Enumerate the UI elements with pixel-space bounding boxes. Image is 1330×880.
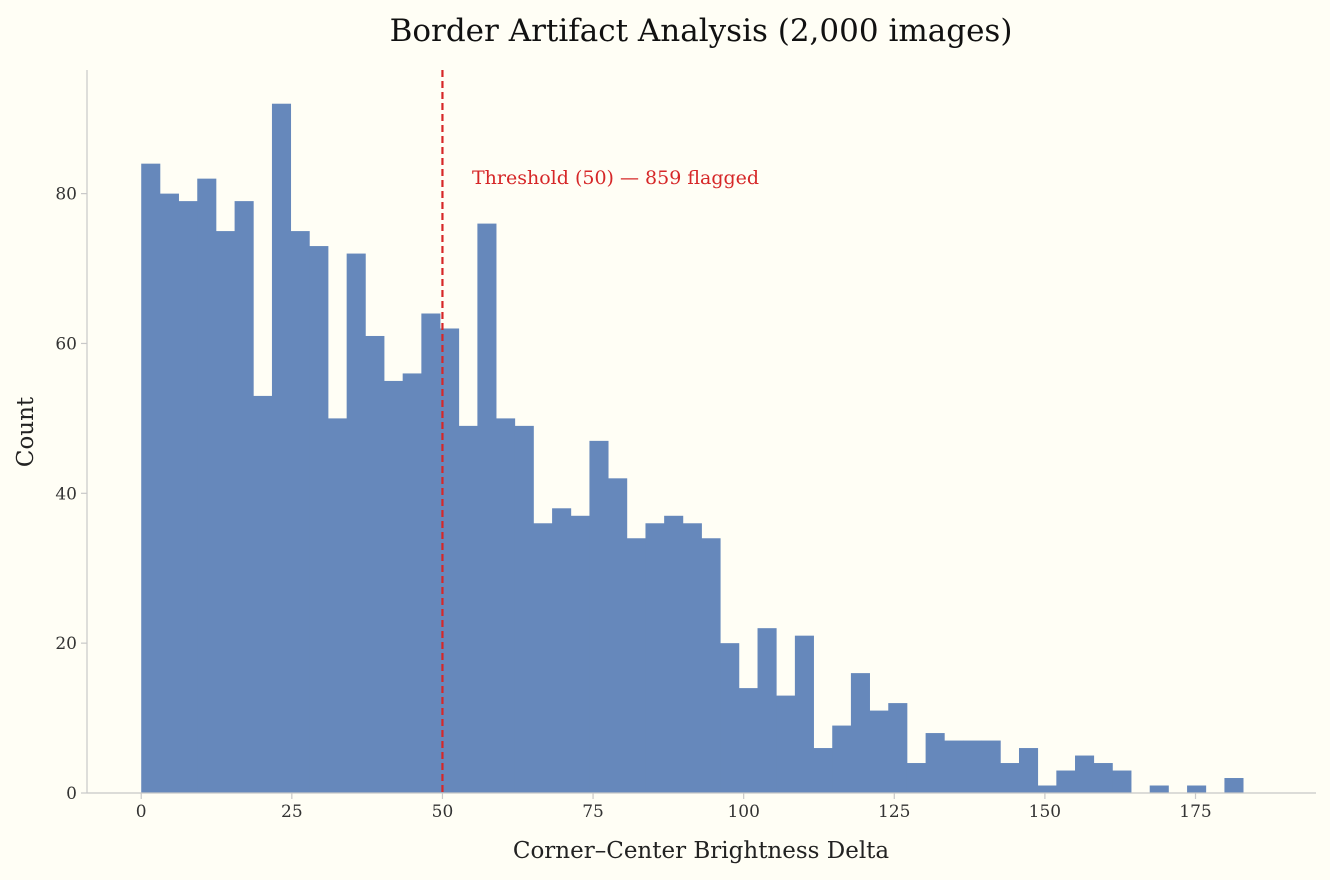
histogram-bar bbox=[869, 710, 889, 793]
y-tick-label: 60 bbox=[55, 334, 77, 354]
histogram-bar bbox=[440, 328, 460, 793]
y-tick-label: 40 bbox=[55, 484, 77, 504]
y-ticks-group: 0 20 40 60 80 bbox=[55, 185, 87, 804]
histogram-bar bbox=[309, 246, 329, 793]
chart-title: Border Artifact Analysis (2,000 images) bbox=[390, 13, 1013, 49]
histogram-bar bbox=[645, 523, 665, 793]
histogram-bar bbox=[944, 740, 964, 793]
histogram-bar bbox=[552, 508, 572, 793]
y-axis-label: Count bbox=[13, 396, 39, 467]
x-tick-label: 25 bbox=[281, 802, 303, 822]
x-tick-label: 0 bbox=[136, 802, 147, 822]
histogram-bar bbox=[271, 103, 292, 793]
histogram-bar bbox=[346, 253, 366, 794]
histogram-bar bbox=[832, 725, 852, 793]
histogram-bar bbox=[215, 231, 236, 794]
x-axis-label: Corner–Center Brightness Delta bbox=[513, 838, 890, 864]
histogram-bar bbox=[738, 688, 758, 793]
histogram-bar bbox=[962, 740, 983, 793]
histogram-bar bbox=[664, 515, 684, 793]
histogram-bar bbox=[402, 373, 422, 793]
x-tick-label: 75 bbox=[582, 802, 604, 822]
histogram-bar bbox=[813, 748, 833, 793]
histogram-bar bbox=[626, 538, 646, 793]
histogram-bar bbox=[1000, 763, 1020, 793]
y-tick-label: 20 bbox=[55, 634, 77, 654]
bars-group bbox=[141, 103, 1244, 794]
histogram-bar bbox=[1018, 748, 1039, 793]
histogram-bar bbox=[757, 628, 777, 793]
histogram-bar bbox=[197, 178, 217, 793]
histogram-bar bbox=[776, 695, 796, 793]
x-ticks-group: 0 25 50 75 100 125 150 175 bbox=[136, 793, 1212, 822]
x-tick-label: 150 bbox=[1029, 802, 1061, 822]
histogram-bar bbox=[720, 643, 740, 793]
histogram-bar bbox=[365, 335, 385, 793]
histogram-bar bbox=[888, 703, 908, 793]
histogram-bar bbox=[1112, 770, 1132, 793]
x-tick-label: 100 bbox=[727, 802, 759, 822]
histogram-bar bbox=[682, 523, 702, 793]
histogram-bar bbox=[290, 231, 310, 794]
histogram-bar bbox=[477, 223, 497, 793]
histogram-bar bbox=[421, 313, 441, 793]
histogram-bar bbox=[327, 418, 348, 793]
histogram-bar bbox=[458, 425, 478, 793]
histogram-bar bbox=[253, 395, 273, 793]
histogram-bar bbox=[384, 380, 404, 793]
histogram-bar bbox=[1187, 785, 1207, 793]
histogram-bar bbox=[514, 425, 534, 793]
histogram-bar bbox=[178, 201, 198, 793]
histogram-bar bbox=[1149, 785, 1169, 793]
histogram-bar bbox=[159, 193, 179, 793]
histogram-bar bbox=[1075, 755, 1095, 793]
histogram-bar bbox=[850, 673, 870, 793]
histogram-bar bbox=[1093, 763, 1113, 793]
threshold-annotation: Threshold (50) — 859 flagged bbox=[472, 167, 759, 189]
y-tick-label: 0 bbox=[66, 784, 77, 804]
histogram-bar bbox=[1037, 785, 1057, 793]
histogram-bar bbox=[608, 478, 628, 793]
histogram-bar bbox=[1224, 778, 1244, 793]
x-tick-label: 50 bbox=[432, 802, 454, 822]
histogram-bar bbox=[981, 740, 1001, 793]
histogram-bar bbox=[794, 635, 814, 793]
y-tick-label: 80 bbox=[55, 185, 77, 205]
x-tick-label: 125 bbox=[878, 802, 910, 822]
histogram-bar bbox=[496, 418, 516, 793]
x-tick-label: 175 bbox=[1179, 802, 1211, 822]
histogram-bar bbox=[589, 440, 609, 793]
histogram-bar bbox=[906, 763, 927, 793]
histogram-bar bbox=[925, 733, 945, 793]
histogram-bar bbox=[141, 163, 161, 794]
histogram-bar bbox=[570, 515, 590, 793]
histogram-bar bbox=[1056, 770, 1076, 793]
histogram-bar bbox=[533, 523, 553, 793]
histogram-bar bbox=[701, 538, 721, 793]
histogram-bar bbox=[234, 201, 254, 793]
